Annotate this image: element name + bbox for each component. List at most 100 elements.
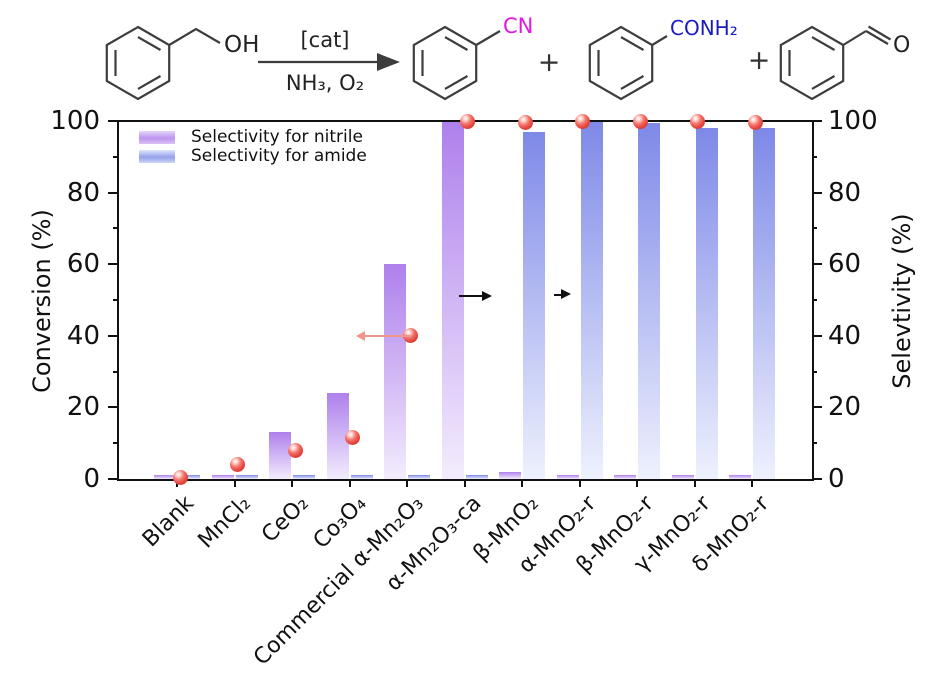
left-axis-minor-tick [113, 227, 118, 230]
x-axis-tick [578, 479, 581, 487]
x-axis-tick [636, 479, 638, 487]
nitrile-swatch-icon [139, 130, 175, 144]
benzonitrile-structure [412, 25, 501, 101]
right-axis-tick [812, 334, 822, 337]
right-axis-minor-tick [812, 370, 817, 373]
x-axis-tick-label: MnCl₂ [193, 491, 257, 554]
amide-selectivity-bar [293, 475, 315, 479]
x-axis-tick [233, 479, 236, 487]
right-axis-tick-label: 40 [828, 320, 862, 351]
legend-label: Selectivity for amide [191, 146, 367, 166]
plus-sign: + [538, 47, 561, 78]
ammonia-oxygen-condition-label: NH₃, O₂ [286, 71, 364, 95]
nitrile-selectivity-bar [384, 264, 406, 479]
x-axis-tick [693, 479, 696, 487]
amide-selectivity-bar [638, 122, 660, 479]
conversion-data-point [460, 113, 475, 129]
amide-selectivity-bar [695, 128, 718, 479]
right-axis-tick-label: 80 [828, 177, 862, 208]
conversion-data-point [287, 442, 303, 458]
left-axis-minor-tick [113, 299, 118, 301]
conversion-data-point [230, 457, 245, 473]
left-axis-tick-label: 60 [66, 249, 100, 280]
benzaldehyde-structure [779, 25, 892, 101]
legend-item-nitrile: Selectivity for nitrile [139, 127, 363, 147]
nitrile-selectivity-bar [614, 475, 636, 479]
nitrile-selectivity-bar [671, 475, 694, 479]
right-axis-tick [812, 191, 822, 194]
nitrile-selectivity-bar [326, 393, 349, 479]
right-axis-tick-label: 100 [828, 106, 878, 136]
left-axis-tick [108, 120, 118, 122]
benzamide-structure [588, 25, 668, 101]
left-axis-tick [108, 334, 118, 337]
left-axis-tick [108, 406, 118, 409]
amide-selectivity-bar [235, 475, 258, 479]
right-axis-tick [812, 263, 822, 266]
conversion-axis-arrow-line [364, 334, 410, 337]
left-axis-tick-label: 20 [66, 392, 100, 423]
reaction-arrow [258, 53, 400, 71]
amide-selectivity-bar [465, 475, 488, 479]
x-axis-tick [521, 479, 523, 487]
conversion-data-point [517, 115, 533, 131]
left-axis-tick-label: 80 [66, 177, 100, 208]
x-axis-tick-label: Blank [137, 491, 199, 553]
benzyl-alcohol-structure [105, 25, 221, 101]
conversion-data-point [747, 115, 763, 131]
nitrile-selectivity-bar [269, 432, 291, 479]
amide-selectivity-bar [178, 475, 200, 479]
x-axis-tick [463, 479, 466, 487]
nitrile-selectivity-bar [556, 475, 579, 479]
left-axis-tick [108, 263, 118, 266]
right-axis-minor-tick [812, 299, 817, 301]
aldehyde-oxygen-label: O [893, 33, 910, 58]
nitrile-selectivity-bar [499, 471, 521, 479]
left-axis-tick-label: 0 [83, 464, 100, 494]
amide-group-label: CONH₂ [670, 16, 738, 40]
conversion-data-point [402, 328, 418, 344]
right-axis-tick [812, 478, 822, 480]
left-axis-tick [108, 191, 118, 194]
conversion-data-point [632, 113, 648, 129]
right-axis-minor-tick [812, 155, 817, 158]
right-axis-minor-tick [812, 227, 817, 230]
conversion-axis-arrow-head [356, 330, 365, 341]
selectivity-axis-arrow-line [554, 293, 562, 296]
x-axis-tick-label: CeO₂ [257, 491, 314, 548]
nitrile-selectivity-bar [729, 475, 751, 479]
amide-selectivity-bar [350, 475, 373, 479]
x-axis-tick [348, 479, 351, 487]
right-axis-tick-label: 20 [828, 392, 862, 423]
amide-selectivity-bar [523, 131, 545, 479]
x-axis-tick [751, 479, 753, 487]
legend-item-amide: Selectivity for amide [139, 146, 367, 166]
amide-selectivity-bar [580, 121, 603, 479]
amide-selectivity-bar [753, 128, 775, 479]
right-axis-tick-label: 0 [828, 464, 845, 494]
right-axis-minor-tick [812, 442, 817, 445]
conversion-data-point [345, 430, 360, 446]
x-axis-tick [406, 479, 408, 487]
legend-label: Selectivity for nitrile [191, 127, 363, 147]
left-axis-minor-tick [113, 370, 118, 373]
selectivity-axis-arrow-line [458, 295, 483, 298]
amide-swatch-icon [139, 149, 175, 163]
nitrile-selectivity-bar [211, 475, 234, 479]
nitrile-selectivity-bar [154, 475, 176, 479]
left-axis-tick [108, 478, 118, 480]
reaction-scheme: OH [cat] NH₃, O₂ CN + CONH₂ + O [105, 14, 910, 101]
nitrile-selectivity-bar [441, 121, 464, 479]
left-axis-tick-label: 100 [50, 106, 100, 136]
right-axis-tick [812, 120, 822, 122]
left-axis-minor-tick [113, 155, 118, 158]
nitrile-group-label: CN [503, 14, 533, 38]
conversion-data-point [690, 113, 705, 129]
x-axis-tick [291, 479, 293, 487]
right-axis-tick-label: 60 [828, 249, 862, 280]
left-axis-minor-tick [113, 442, 118, 445]
hydroxyl-label: OH [224, 32, 259, 58]
catalyst-condition-label: [cat] [300, 28, 349, 52]
left-axis-tick-label: 40 [66, 320, 100, 351]
